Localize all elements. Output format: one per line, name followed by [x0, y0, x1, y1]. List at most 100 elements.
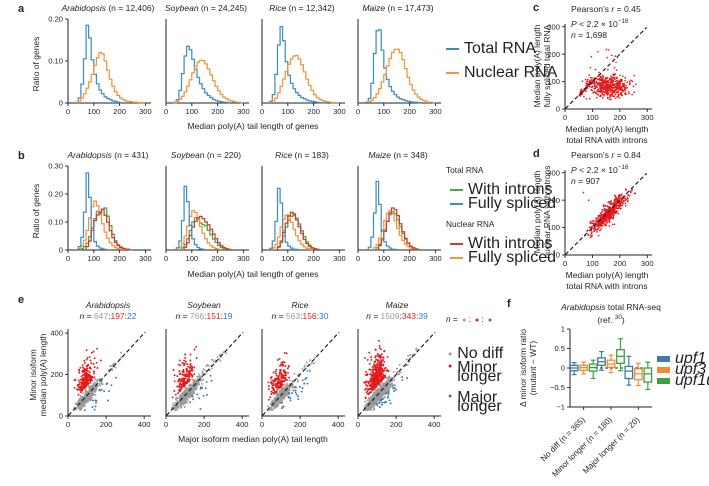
- data-point: [177, 363, 180, 366]
- data-point: [370, 405, 373, 408]
- data-point: [368, 362, 371, 365]
- panel-d-stats: Pearson's r = 0.84 P < 2.2 × 10−16 n = 9…: [571, 150, 641, 187]
- data-point: [281, 386, 284, 389]
- data-point: [601, 210, 604, 213]
- data-point: [379, 376, 382, 379]
- data-point: [364, 374, 367, 376]
- data-point: [269, 396, 272, 399]
- data-point: [580, 88, 583, 91]
- data-point: [85, 390, 88, 393]
- data-point: [183, 400, 186, 403]
- data-point: [605, 224, 608, 227]
- histogram-series: [75, 51, 147, 104]
- data-point: [630, 79, 632, 82]
- data-point: [301, 367, 304, 370]
- x-label-line: total RNA with introns: [566, 134, 648, 145]
- histogram-series: [77, 172, 108, 251]
- data-point: [285, 374, 287, 377]
- data-point: [78, 371, 81, 374]
- data-point: [192, 380, 195, 383]
- data-point: [623, 88, 626, 91]
- data-point: [370, 391, 373, 394]
- data-point: [282, 370, 285, 373]
- data-point: [80, 407, 83, 410]
- data-point: [186, 389, 189, 392]
- data-point: [74, 402, 77, 405]
- data-point: [378, 360, 381, 363]
- data-point: [581, 80, 584, 83]
- x-tick-label: 200: [307, 254, 320, 263]
- data-point: [279, 383, 282, 386]
- data-point: [83, 374, 85, 376]
- data-point: [177, 380, 180, 383]
- legend-b-total-with-introns: With introns: [450, 181, 552, 199]
- with-introns-swatch: [450, 242, 463, 246]
- data-point: [600, 221, 602, 223]
- data-point: [379, 378, 382, 381]
- data-point: [608, 221, 611, 224]
- data-point: [401, 378, 404, 381]
- data-point: [281, 373, 283, 376]
- stat-value: = 0.45: [614, 4, 641, 14]
- data-point: [205, 380, 208, 383]
- y-tick-label: 0.10: [48, 218, 63, 227]
- data-point: [197, 382, 200, 384]
- data-point: [77, 379, 80, 382]
- data-point: [369, 377, 372, 380]
- data-point: [271, 409, 274, 411]
- histogram-series: [183, 215, 232, 251]
- data-point: [383, 386, 386, 389]
- data-point: [89, 359, 92, 362]
- data-point: [368, 396, 371, 399]
- data-point: [616, 76, 618, 79]
- data-point: [588, 74, 590, 77]
- data-point: [81, 387, 84, 390]
- data-point: [376, 368, 379, 371]
- panel-b-x-axis-label: Median poly(A) tail length of genes: [187, 269, 319, 279]
- data-point: [588, 85, 591, 88]
- data-point: [607, 97, 609, 100]
- data-point: [392, 376, 395, 379]
- data-point: [277, 387, 280, 390]
- data-point: [614, 201, 616, 204]
- data-point: [612, 209, 615, 212]
- data-point: [371, 382, 374, 385]
- data-point: [183, 383, 186, 386]
- data-point: [614, 203, 617, 206]
- data-point: [80, 402, 83, 405]
- data-point: [82, 371, 85, 373]
- data-point: [372, 378, 375, 381]
- x-tick-label: 100: [281, 254, 294, 263]
- data-point: [179, 380, 182, 383]
- data-point: [290, 392, 293, 394]
- histogram-series: [178, 210, 221, 251]
- data-point: [93, 357, 96, 360]
- data-point: [614, 89, 617, 92]
- data-point: [590, 235, 593, 238]
- data-point: [593, 230, 595, 233]
- data-point: [609, 77, 612, 79]
- stat-value: = 907: [575, 175, 600, 186]
- x-tick-label: 300: [139, 254, 152, 263]
- histogram-series: [75, 24, 123, 104]
- data-point: [383, 383, 386, 386]
- data-point: [84, 393, 87, 396]
- data-point: [97, 384, 99, 387]
- scatter-e-soybean: 0 200 400: [164, 329, 249, 429]
- data-point: [176, 404, 179, 407]
- count-major: 39: [418, 311, 428, 321]
- data-point: [364, 387, 367, 390]
- data-point: [370, 356, 373, 359]
- data-point: [91, 406, 94, 409]
- data-point: [280, 377, 283, 379]
- data-point: [367, 408, 370, 411]
- data-point: [291, 380, 294, 383]
- species-name: Arabidopsis: [61, 3, 106, 13]
- data-point: [198, 397, 201, 400]
- data-point: [308, 369, 311, 372]
- pvalue-line: P < 2.2 × 10−16: [571, 16, 641, 30]
- data-point: [377, 355, 380, 358]
- data-point: [287, 396, 290, 399]
- count-major: 19: [223, 311, 233, 321]
- data-point: [615, 69, 618, 72]
